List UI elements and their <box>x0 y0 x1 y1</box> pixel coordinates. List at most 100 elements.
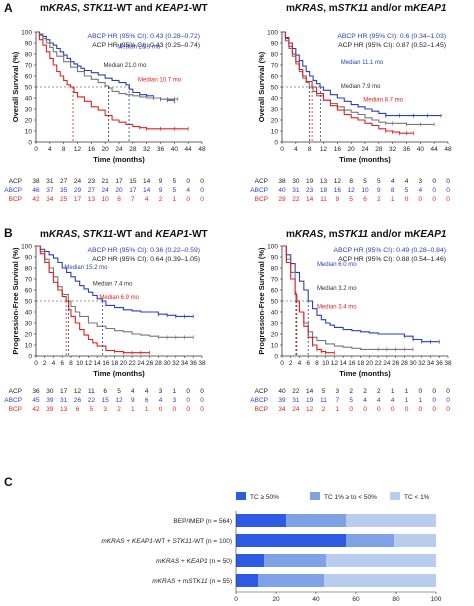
y-tick-label: 80 <box>25 51 33 58</box>
x-tick-label: 12 <box>331 360 339 367</box>
x-tick-label: 38 <box>444 360 452 367</box>
bar-segment <box>258 574 324 587</box>
bar-segment <box>394 534 436 547</box>
x-tick-label: 28 <box>375 146 383 153</box>
risk-value: 0 <box>405 196 409 203</box>
bar-segment <box>346 514 436 527</box>
y-tick-label: 60 <box>25 287 33 294</box>
x-tick-label: 18 <box>357 360 365 367</box>
risk-value: 22 <box>292 196 300 203</box>
x-axis-label: Time (months) <box>339 369 391 378</box>
risk-value: 2 <box>322 406 326 413</box>
y-tick-label: 100 <box>267 29 278 36</box>
risk-value: 0 <box>432 388 436 395</box>
risk-value: 34 <box>278 406 286 413</box>
x-tick-label: 30 <box>163 360 171 367</box>
x-tick-label: 38 <box>198 360 206 367</box>
bar-x-tick-label: 100 <box>431 596 442 603</box>
risk-value: 10 <box>102 196 110 203</box>
x-tick-label: 16 <box>348 360 356 367</box>
x-tick-label: 0 <box>34 146 38 153</box>
risk-value: 4 <box>419 187 423 194</box>
hr-text: ACP HR (95% CI): 0.43 (0.25–0.74) <box>92 42 200 49</box>
x-tick-label: 32 <box>418 360 426 367</box>
x-axis-label: Time (months) <box>93 369 145 378</box>
y-tick-label: 90 <box>25 40 33 47</box>
risk-value: 13 <box>88 196 96 203</box>
risk-value: 3 <box>419 178 423 185</box>
x-tick-label: 6 <box>60 360 64 367</box>
y-tick-label: 70 <box>271 276 279 283</box>
risk-value: 4 <box>405 178 409 185</box>
risk-value: 23 <box>306 187 314 194</box>
risk-value: 0 <box>419 406 423 413</box>
risk-value: 17 <box>115 178 123 185</box>
risk-row-label: BCP <box>9 196 22 203</box>
bar-category-label: mKRAS + KEAP1-WT + STK11-WT (n = 100) <box>101 538 232 545</box>
y-tick-label: 20 <box>271 331 279 338</box>
risk-row-label: ABCP <box>250 187 268 194</box>
y-axis-label: Progression-Free Survival (%) <box>257 247 266 355</box>
risk-value: 0 <box>186 397 190 404</box>
risk-value: 0 <box>173 406 177 413</box>
x-tick-label: 20 <box>348 146 356 153</box>
x-tick-label: 22 <box>128 360 136 367</box>
bar-x-tick-label: 0 <box>234 596 238 603</box>
risk-value: 19 <box>306 178 314 185</box>
risk-value: 46 <box>32 187 40 194</box>
risk-value: 2 <box>377 196 381 203</box>
risk-value: 0 <box>349 406 353 413</box>
y-tick-label: 30 <box>25 106 33 113</box>
y-tick-label: 0 <box>28 353 32 360</box>
risk-value: 9 <box>131 397 135 404</box>
chart-title: mKRAS, mSTK11 and/or mKEAP1 <box>286 3 447 14</box>
risk-value: 5 <box>405 187 409 194</box>
risk-value: 0 <box>432 397 436 404</box>
risk-value: 0 <box>186 178 190 185</box>
risk-value: 27 <box>60 178 68 185</box>
bar-segment <box>326 554 436 567</box>
x-tick-label: 32 <box>389 146 397 153</box>
median-label: Median 3.2 mo <box>317 286 357 292</box>
y-tick-label: 100 <box>21 29 32 36</box>
x-tick-label: 32 <box>143 146 151 153</box>
risk-value: 4 <box>391 397 395 404</box>
x-tick-label: 26 <box>146 360 154 367</box>
risk-value: 1 <box>145 406 149 413</box>
risk-row-label: ABCP <box>250 397 268 404</box>
y-tick-label: 80 <box>271 51 279 58</box>
median-label: Median 6.9 mo <box>99 295 139 301</box>
median-label: Median 11.1 mo <box>341 60 384 66</box>
risk-value: 34 <box>46 196 54 203</box>
x-tick-label: 0 <box>34 360 38 367</box>
risk-value: 4 <box>377 397 381 404</box>
x-tick-label: 6 <box>306 360 310 367</box>
x-tick-label: 40 <box>417 146 425 153</box>
y-tick-label: 50 <box>25 298 33 305</box>
y-tick-label: 40 <box>271 309 279 316</box>
risk-value: 0 <box>446 196 450 203</box>
risk-value: 5 <box>377 178 381 185</box>
x-tick-label: 34 <box>181 360 189 367</box>
x-tick-label: 40 <box>171 146 179 153</box>
x-tick-label: 24 <box>383 360 391 367</box>
risk-value: 0 <box>419 196 423 203</box>
risk-value: 37 <box>46 187 54 194</box>
median-label: Median 8.7 mo <box>363 97 403 103</box>
risk-value: 0 <box>200 406 204 413</box>
risk-value: 18 <box>320 187 328 194</box>
y-tick-label: 10 <box>25 342 33 349</box>
risk-value: 0 <box>200 388 204 395</box>
legend-label: TC 1% ≥ to < 50% <box>324 494 377 501</box>
y-tick-label: 40 <box>25 309 33 316</box>
y-tick-label: 40 <box>271 95 279 102</box>
series-line-abcp <box>282 245 440 343</box>
panel-letter: C <box>4 475 13 489</box>
risk-value: 3 <box>173 397 177 404</box>
bar-segment <box>324 574 436 587</box>
bar-segment <box>236 534 346 547</box>
y-tick-label: 30 <box>25 320 33 327</box>
y-tick-label: 70 <box>271 62 279 69</box>
risk-value: 0 <box>405 406 409 413</box>
risk-row-label: ABCP <box>4 187 22 194</box>
